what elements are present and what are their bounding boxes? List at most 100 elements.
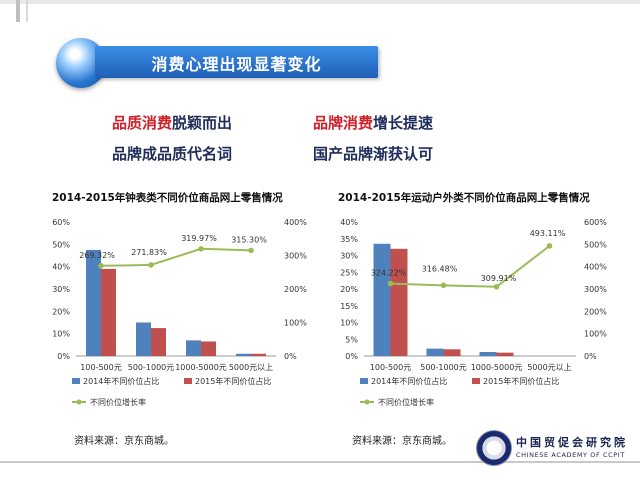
logo-chinese-name: 中国贸促会研究院 — [516, 436, 628, 449]
right-axis-tick-label: 500% — [584, 240, 607, 249]
chart-title-outdoor: 2014-2015年运动户外类不同价位商品网上零售情况 — [338, 192, 590, 204]
bar-2015 — [496, 352, 514, 356]
right-axis-tick-label: 300% — [284, 252, 307, 261]
left-axis-tick-label: 40% — [340, 218, 358, 227]
left-axis-tick-label: 50% — [52, 240, 70, 249]
growth-rate-data-label: 315.30% — [231, 235, 267, 244]
bar-2015 — [251, 353, 266, 356]
growth-rate-point — [98, 262, 104, 269]
right-axis-tick-label: 0% — [584, 352, 597, 361]
left-axis-tick-label: 0% — [345, 352, 358, 361]
keypoint-text: 增长提速 — [373, 114, 434, 132]
bar-2014 — [426, 348, 444, 356]
keypoint-highlight: 品质消费 — [112, 114, 173, 132]
growth-rate-data-label: 316.48% — [422, 264, 458, 273]
legend-label-2014: 2014年不同价位占比 — [371, 376, 447, 386]
growth-rate-data-label: 271.83% — [131, 248, 167, 257]
keypoint-brand-quality: 品牌成品质代名词 — [112, 143, 232, 164]
legend-swatch-2014 — [360, 378, 368, 384]
growth-rate-data-label: 309.91% — [481, 274, 517, 283]
logo-english-name: CHINESE ACADEMY OF CCPIT — [516, 451, 625, 459]
bar-2014 — [479, 351, 497, 356]
left-axis-tick-label: 30% — [52, 285, 70, 294]
right-axis-tick-label: 100% — [584, 330, 607, 339]
category-tick-label: 5000元以上 — [229, 363, 273, 372]
growth-rate-data-label: 324.22% — [371, 269, 407, 278]
growth-rate-point — [493, 283, 500, 290]
left-axis-tick-label: 10% — [52, 330, 70, 339]
left-axis-tick-label: 20% — [52, 307, 70, 316]
left-axis-tick-label: 25% — [340, 268, 358, 277]
legend-swatch-2015 — [184, 378, 192, 384]
top-rule — [0, 0, 640, 4]
left-axis-tick-label: 20% — [340, 285, 358, 294]
ccpit-seal-logo — [476, 430, 512, 466]
legend-swatch-growth-marker — [76, 399, 82, 405]
keypoint-highlight: 品牌消费 — [313, 114, 374, 132]
growth-rate-point — [198, 246, 204, 252]
legend-swatch-growth-marker — [364, 399, 370, 405]
source-note-watches: 资料来源：京东商城。 — [74, 436, 174, 447]
left-axis-tick-label: 30% — [340, 252, 358, 261]
right-axis-tick-label: 400% — [284, 218, 307, 227]
growth-rate-data-label: 493.11% — [530, 229, 566, 238]
keypoint-domestic-brand: 国产品牌渐获认可 — [313, 143, 433, 164]
category-tick-label: 1000-5000元 — [175, 363, 227, 372]
legend-label-2015: 2015年不同价位占比 — [483, 376, 559, 386]
corner-decoration — [16, 0, 42, 22]
legend-label-2014: 2014年不同价位占比 — [83, 376, 159, 386]
bar-2014 — [136, 322, 151, 356]
source-note-outdoor: 资料来源：京东商城。 — [352, 436, 452, 447]
right-axis-tick-label: 600% — [584, 218, 607, 227]
growth-rate-point — [148, 262, 154, 268]
category-tick-label: 500-1000元 — [420, 363, 467, 372]
growth-rate-point — [440, 282, 447, 289]
right-axis-tick-label: 300% — [584, 285, 607, 294]
growth-rate-point — [546, 243, 553, 249]
title-banner: 消费心理出现显著变化 — [95, 46, 378, 78]
bar-2015 — [151, 328, 166, 356]
left-axis-tick-label: 5% — [345, 335, 358, 344]
keypoint-text: 品牌成品质代名词 — [112, 145, 233, 163]
left-axis-tick-label: 15% — [340, 302, 358, 311]
legend-swatch-2015 — [472, 378, 480, 384]
bar-2014 — [86, 249, 101, 356]
right-axis-tick-label: 200% — [284, 285, 307, 294]
bar-2015 — [443, 349, 461, 356]
category-tick-label: 5000元以上 — [527, 363, 571, 372]
left-axis-tick-label: 40% — [52, 263, 70, 272]
bar-2014 — [186, 340, 201, 356]
keypoint-quality: 品质消费脱颖而出 — [112, 112, 232, 133]
legend-label-2015: 2015年不同价位占比 — [195, 376, 271, 386]
keypoint-text: 国产品牌渐获认可 — [313, 145, 434, 163]
category-tick-label: 500-1000元 — [128, 363, 175, 372]
right-axis-tick-label: 200% — [584, 307, 607, 316]
watch-price-chart: 0% 10% 20% 30% 40% 50% 60% 0% 100% 200% 300% 400% 10… — [52, 218, 307, 407]
growth-rate-point — [387, 280, 394, 287]
growth-rate-point — [248, 247, 254, 254]
legend-swatch-2014 — [72, 378, 80, 384]
bar-2015 — [201, 341, 216, 356]
left-axis-tick-label: 60% — [52, 218, 70, 227]
legend-label-growth: 不同价位增长率 — [378, 397, 434, 407]
outdoor-price-chart: 0% 5% 10% 15% 20% 25% 30% 35% 40% 0% 100% 200% 300% 4… — [340, 218, 607, 407]
left-axis-tick-label: 35% — [340, 235, 358, 244]
bar-2015 — [101, 268, 116, 356]
growth-rate-line — [390, 245, 551, 288]
category-tick-label: 100-500元 — [80, 363, 121, 372]
bar-2014 — [373, 243, 391, 356]
right-axis-tick-label: 100% — [284, 319, 307, 328]
bar-2015 — [390, 248, 408, 356]
bottom-rule — [0, 461, 640, 463]
left-axis-tick-label: 10% — [340, 319, 358, 328]
growth-rate-line — [100, 247, 252, 267]
keypoint-text: 脱颖而出 — [172, 114, 233, 132]
bar-2014 — [236, 353, 251, 356]
keypoint-brand: 品牌消费增长提速 — [313, 112, 433, 133]
growth-rate-data-label: 269.32% — [79, 251, 115, 260]
category-tick-label: 1000-5000元 — [471, 363, 523, 372]
right-axis-tick-label: 400% — [584, 263, 607, 272]
legend-label-growth: 不同价位增长率 — [90, 397, 146, 407]
slide-title: 消费心理出现显著变化 — [151, 55, 322, 74]
category-tick-label: 100-500元 — [370, 363, 411, 372]
